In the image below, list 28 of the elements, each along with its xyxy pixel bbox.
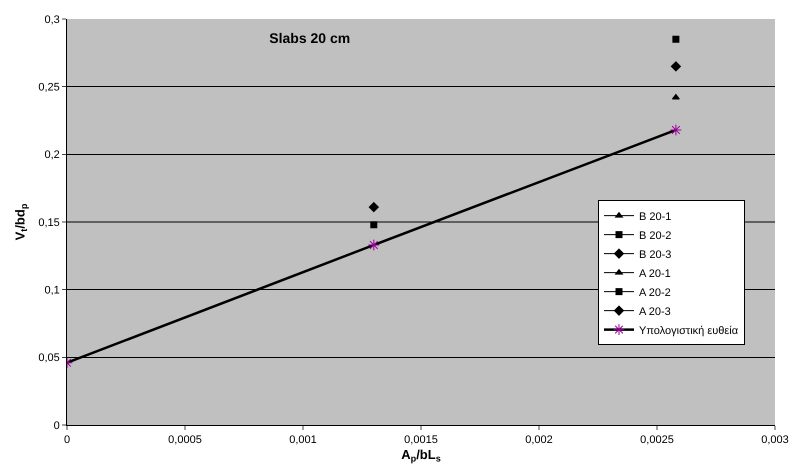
y-tick-label: 0,3 (44, 14, 60, 26)
y-tick-label: 0,15 (38, 216, 60, 229)
legend-label: B 20-2 (639, 230, 672, 242)
y-tick-label: 0,1 (44, 284, 60, 297)
x-tick-label: 0,002 (525, 434, 553, 446)
y-tick-label: 0,25 (38, 82, 60, 94)
x-tick-label: 0 (64, 434, 70, 446)
legend-label: Υπολογιστική ευθεία (639, 324, 739, 337)
x-tick-label: 0,0005 (168, 434, 202, 446)
point (370, 221, 378, 228)
legend-label: A 20-3 (639, 306, 671, 318)
point (672, 94, 680, 100)
point (670, 61, 681, 72)
legend-label: B 20-1 (639, 210, 672, 223)
x-tick-label: 0,001 (289, 434, 317, 446)
x-tick-label: 0,003 (761, 434, 789, 446)
y-tick-label: 0,2 (44, 149, 60, 162)
legend-label: A 20-1 (639, 268, 671, 280)
x-axis-title: A$_{p}$/bL$_{s}$ (401, 446, 441, 464)
y-tick-label: 0 (54, 420, 60, 432)
y-tick-label: 0,05 (38, 352, 60, 364)
text: Slabs 20 cm (269, 30, 350, 46)
point (368, 202, 379, 212)
x-tick-label: 0,0015 (404, 434, 438, 446)
x-tick-label: 0,0025 (640, 434, 674, 446)
point (672, 36, 680, 43)
legend-label: A 20-2 (639, 286, 671, 299)
legend-label: B 20-3 (639, 248, 672, 261)
